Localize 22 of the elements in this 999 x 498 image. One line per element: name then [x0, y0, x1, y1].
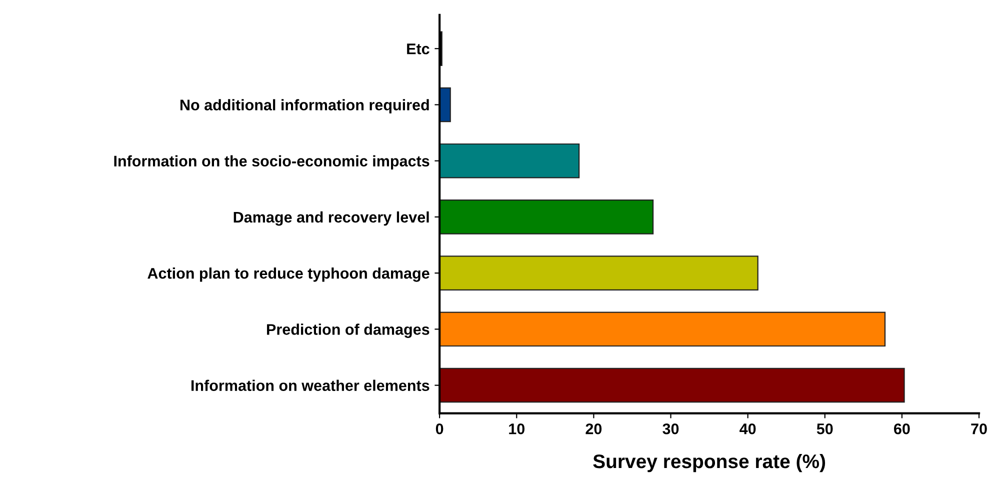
- y-tick-label: Information on the socio-economic impacts: [114, 155, 430, 170]
- y-tick-label: Prediction of damages: [267, 324, 430, 338]
- y-tick-label: Action plan to reduce typhoon damage: [148, 268, 430, 282]
- x-tick-label: 60: [894, 423, 910, 434]
- x-tick-label: 30: [662, 423, 679, 434]
- y-tick-label: Etc: [407, 44, 430, 54]
- x-axis-title: Survey response rate (%): [593, 454, 826, 472]
- x-tick-label: 0: [436, 423, 444, 434]
- bar: [440, 312, 886, 347]
- x-tick-label: 70: [971, 423, 987, 434]
- bar: [440, 87, 451, 122]
- bar: [440, 256, 758, 290]
- bar: [440, 368, 905, 403]
- x-tick-label: 10: [509, 423, 524, 434]
- y-tick-label: No additional information required: [180, 99, 429, 114]
- y-tick-label: Information on weather elements: [191, 380, 430, 391]
- x-tick-label: 40: [740, 423, 756, 434]
- y-tick-label: Damage and recovery level: [234, 211, 429, 226]
- bar: [440, 143, 580, 178]
- bar: [440, 200, 654, 234]
- x-tick-label: 20: [586, 423, 602, 434]
- x-tick-label: 50: [816, 423, 833, 434]
